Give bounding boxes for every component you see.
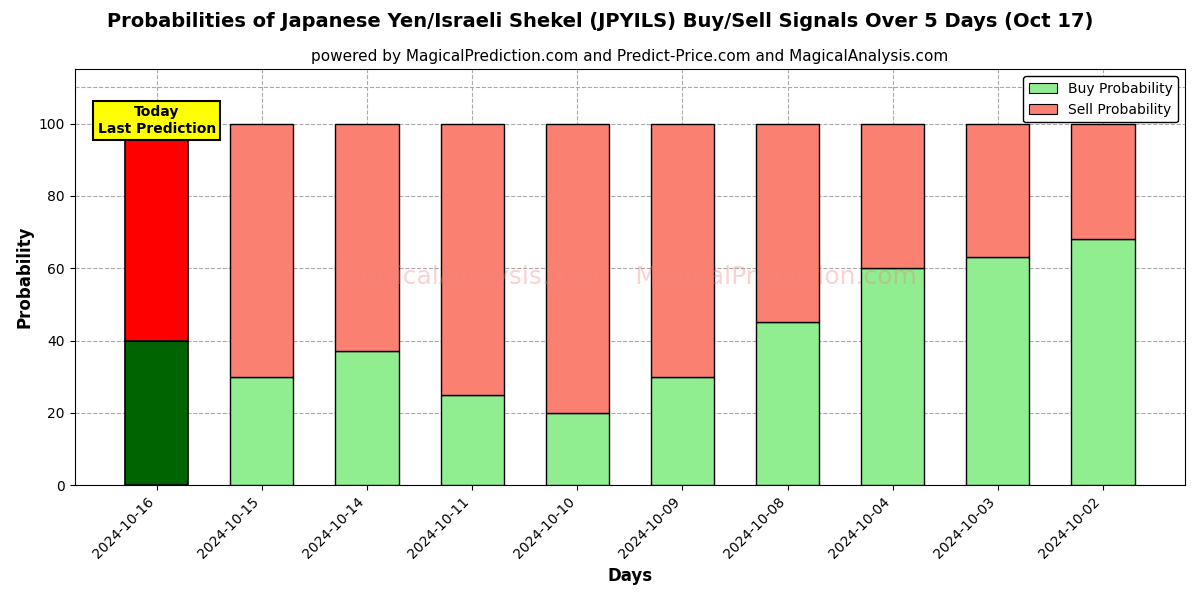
Text: Today
Last Prediction: Today Last Prediction — [97, 106, 216, 136]
Y-axis label: Probability: Probability — [16, 226, 34, 328]
Bar — [650, 377, 714, 485]
Bar — [546, 413, 608, 485]
Bar — [440, 124, 504, 395]
Legend: Buy Probability, Sell Probability: Buy Probability, Sell Probability — [1024, 76, 1178, 122]
Bar — [862, 268, 924, 485]
Bar — [1072, 239, 1134, 485]
Bar — [125, 341, 188, 485]
Bar — [336, 352, 398, 485]
Bar — [862, 124, 924, 268]
Bar — [230, 124, 293, 377]
Bar — [966, 257, 1030, 485]
X-axis label: Days: Days — [607, 567, 653, 585]
Bar — [1072, 124, 1134, 239]
Bar — [756, 322, 820, 485]
Bar — [125, 124, 188, 341]
Bar — [440, 395, 504, 485]
Bar — [966, 124, 1030, 257]
Bar — [756, 124, 820, 322]
Bar — [546, 124, 608, 413]
Text: MagicalAnalysis.com    MagicalPrediction.com: MagicalAnalysis.com MagicalPrediction.co… — [343, 265, 917, 289]
Bar — [650, 124, 714, 377]
Bar — [336, 124, 398, 352]
Title: powered by MagicalPrediction.com and Predict-Price.com and MagicalAnalysis.com: powered by MagicalPrediction.com and Pre… — [311, 49, 948, 64]
Bar — [230, 377, 293, 485]
Text: Probabilities of Japanese Yen/Israeli Shekel (JPYILS) Buy/Sell Signals Over 5 Da: Probabilities of Japanese Yen/Israeli Sh… — [107, 12, 1093, 31]
